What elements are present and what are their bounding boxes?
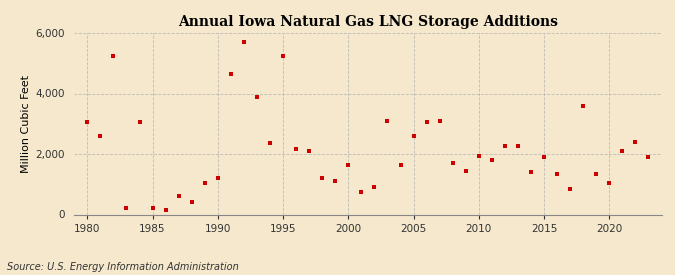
Point [408, 134, 419, 138]
Point [630, 140, 641, 144]
Point [643, 155, 654, 159]
Point [565, 187, 576, 191]
Point [330, 179, 341, 183]
Title: Annual Iowa Natural Gas LNG Storage Additions: Annual Iowa Natural Gas LNG Storage Addi… [178, 15, 558, 29]
Point [238, 40, 249, 44]
Point [526, 170, 537, 174]
Point [473, 153, 484, 158]
Point [369, 185, 380, 189]
Point [95, 134, 106, 138]
Point [500, 144, 510, 148]
Point [160, 208, 171, 212]
Y-axis label: Million Cubic Feet: Million Cubic Feet [21, 75, 31, 173]
Point [591, 172, 601, 176]
Point [82, 120, 92, 124]
Point [252, 94, 263, 99]
Point [225, 72, 236, 76]
Point [343, 162, 354, 167]
Point [121, 206, 132, 211]
Point [173, 194, 184, 198]
Point [617, 149, 628, 153]
Point [213, 176, 223, 180]
Point [448, 161, 458, 165]
Point [134, 120, 145, 124]
Point [539, 155, 549, 159]
Point [421, 120, 432, 124]
Text: Source: U.S. Energy Information Administration: Source: U.S. Energy Information Administ… [7, 262, 238, 272]
Point [199, 181, 210, 185]
Point [604, 181, 615, 185]
Point [578, 103, 589, 108]
Point [291, 147, 302, 152]
Point [277, 53, 288, 58]
Point [108, 53, 119, 58]
Point [147, 206, 158, 211]
Point [512, 144, 523, 148]
Point [487, 158, 497, 162]
Point [460, 168, 471, 173]
Point [382, 119, 393, 123]
Point [304, 149, 315, 153]
Point [186, 200, 197, 205]
Point [551, 172, 562, 176]
Point [317, 176, 327, 180]
Point [265, 141, 275, 146]
Point [356, 190, 367, 194]
Point [434, 119, 445, 123]
Point [395, 162, 406, 167]
